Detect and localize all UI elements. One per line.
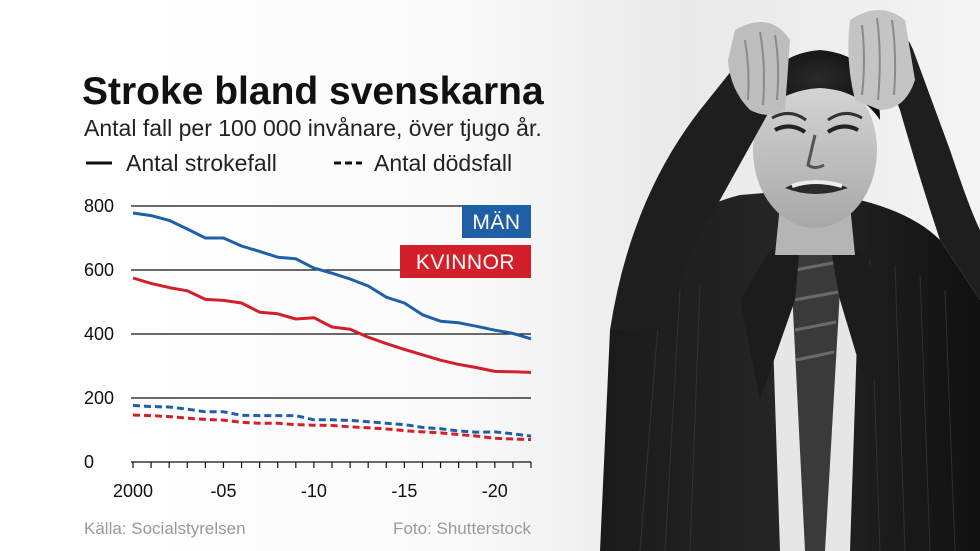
series-line-women-strokes (132, 276, 532, 374)
series-line-men-strokes (132, 211, 532, 341)
series-line-women-deaths (132, 413, 532, 442)
y-tick-label-600: 600 (84, 260, 114, 280)
y-axis: 0 200 400 600 800 (84, 196, 114, 472)
men-badge-bg (462, 205, 531, 238)
x-tick-label-2005: -05 (210, 481, 236, 501)
women-badge-bg (400, 245, 531, 278)
grid (131, 205, 531, 463)
photo-credit: Foto: Shutterstock (393, 519, 531, 538)
women-badge-label: KVINNOR (416, 251, 515, 274)
y-tick-label-400: 400 (84, 324, 114, 344)
y-tick-label-800: 800 (84, 196, 114, 216)
source-credit: Källa: Socialstyrelsen (84, 519, 246, 538)
x-tick-label-2020: -20 (482, 481, 508, 501)
x-tick-label-2015: -15 (391, 481, 417, 501)
stressed-man-photo (600, 10, 980, 551)
chart-title: Stroke bland svenskarna (82, 70, 544, 113)
y-tick-label-0: 0 (84, 452, 94, 472)
series-line-men-deaths (132, 403, 532, 438)
x-tick-label-2010: -10 (301, 481, 327, 501)
legend: Antal strokefall Antal dödsfall (86, 150, 512, 176)
men-badge: MÄN (462, 205, 531, 238)
women-badge: KVINNOR (400, 245, 531, 278)
chart-subtitle: Antal fall per 100 000 invånare, över tj… (84, 115, 542, 141)
men-badge-label: MÄN (472, 211, 520, 234)
series (132, 211, 532, 442)
x-axis: 2000 -05 -10 -15 -20 (113, 462, 532, 501)
x-tick-label-2000: 2000 (113, 481, 153, 501)
legend-dashed-label: Antal dödsfall (374, 150, 512, 176)
y-tick-label-200: 200 (84, 388, 114, 408)
legend-solid-label: Antal strokefall (126, 150, 277, 176)
